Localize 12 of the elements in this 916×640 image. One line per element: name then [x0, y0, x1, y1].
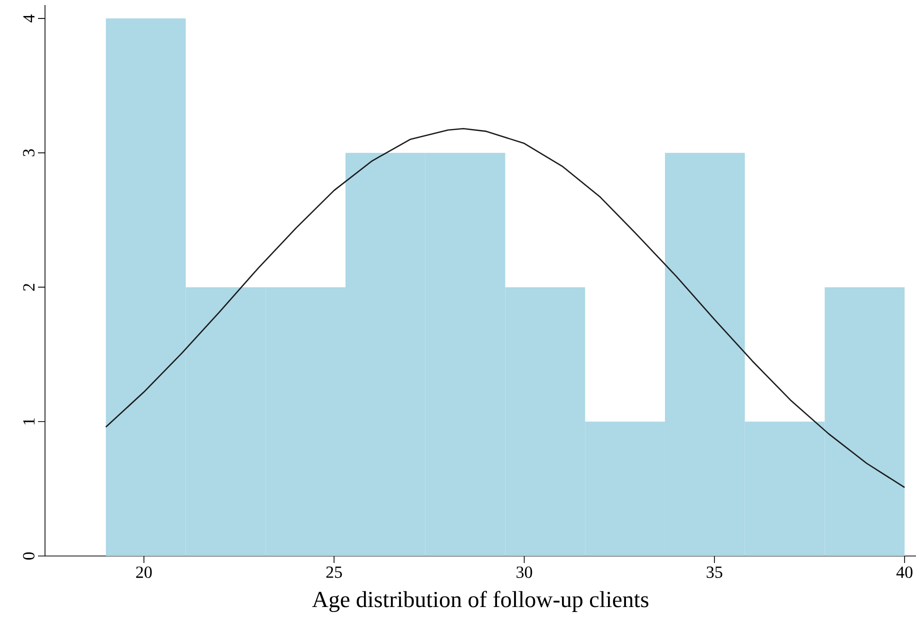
x-tick-label: 20: [136, 566, 152, 578]
y-tick-label: 0: [23, 552, 34, 560]
y-tick-label: 3: [23, 149, 34, 156]
y-tick-label: 1: [23, 418, 34, 424]
x-tick-label: 30: [516, 566, 532, 578]
y-tick-label: 4: [23, 14, 34, 22]
x-tick-label: 35: [706, 566, 722, 578]
y-tick-label: 2: [23, 284, 34, 291]
line-series: [105, 128, 906, 488]
x-tick-label: 25: [326, 566, 342, 578]
x-tick-label: 40: [896, 566, 912, 578]
x-axis-title: Age distribution of follow-up clients: [312, 590, 648, 612]
